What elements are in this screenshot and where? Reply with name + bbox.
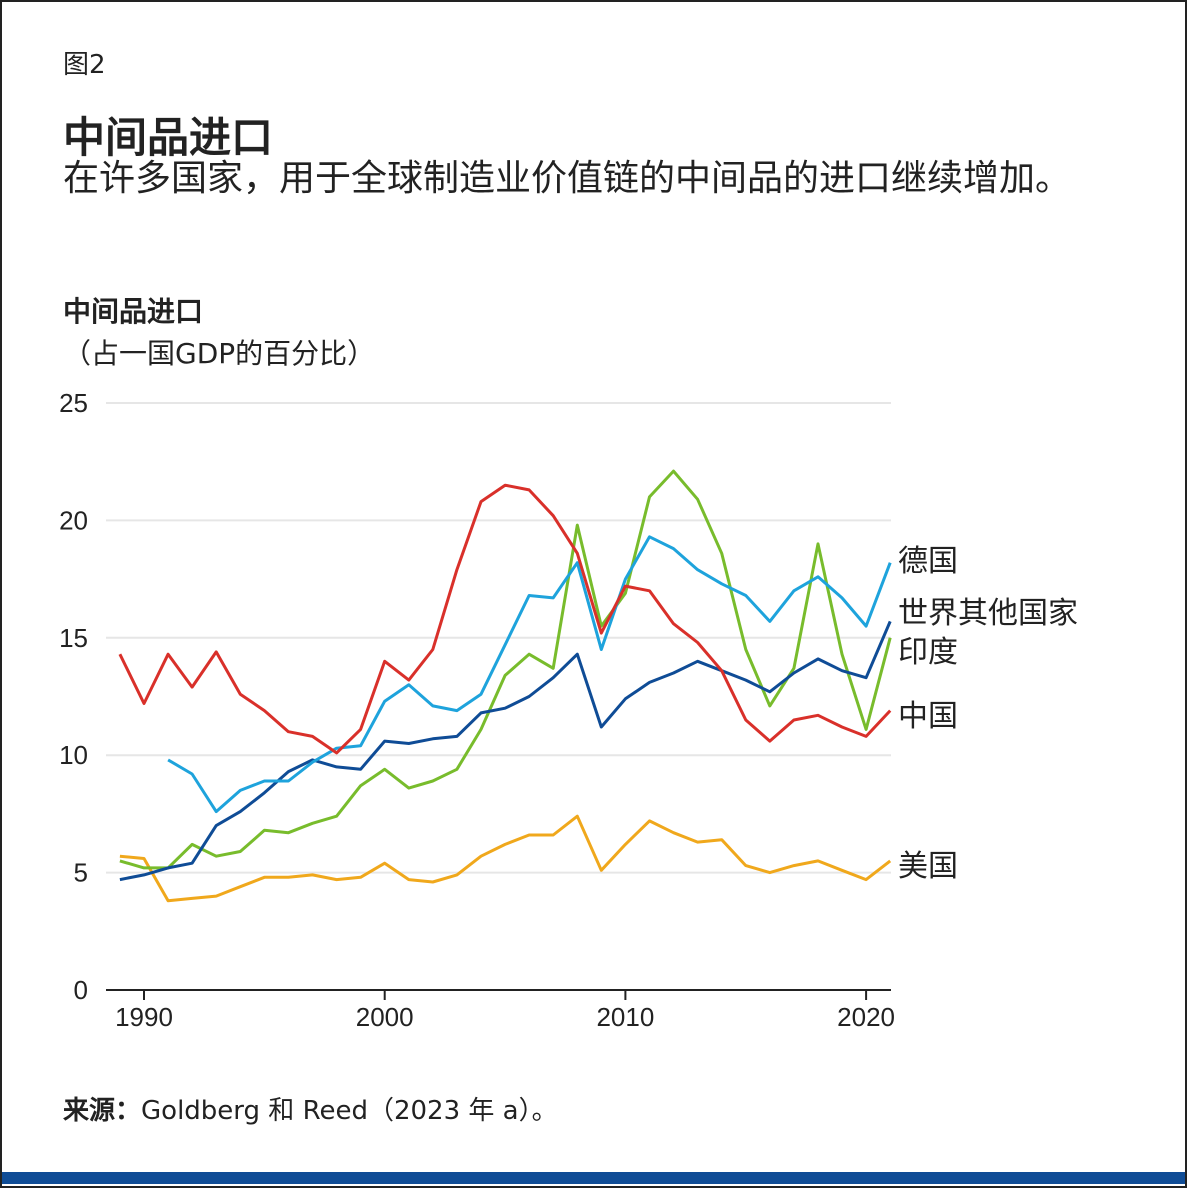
y-axis-title: 中间品进口 [63,295,204,328]
y-tick-label: 20 [59,505,88,535]
x-tick-label: 2020 [837,1002,895,1032]
x-tick-label: 2000 [356,1002,414,1032]
source-text: Goldberg 和 Reed（2023 年 a）。 [141,1096,558,1126]
series-label-china: 中国 [898,699,958,734]
series-line [119,620,892,882]
y-tick-label: 15 [59,623,88,653]
chart-subtitle: 在许多国家，用于全球制造业价值链的中间品的进口继续增加。 [63,158,1072,199]
x-tick-label: 1990 [115,1002,173,1032]
y-tick-label: 25 [59,388,88,418]
source-label: 来源： [63,1096,142,1126]
source-note: 来源：Goldberg 和 Reed（2023 年 a）。 [63,1090,558,1127]
figure-label: 图2 [63,50,106,80]
series-line [167,535,892,814]
series-line [119,469,892,870]
series-label-rest-of-world: 世界其他国家 [898,596,1078,631]
y-tick-label: 10 [59,740,88,770]
x-tick-label: 2010 [596,1002,654,1032]
series-line [119,814,892,903]
series-label-india: 印度 [898,635,958,670]
y-tick-label: 0 [74,975,88,1005]
series-label-usa: 美国 [898,849,958,884]
series-line [118,483,892,755]
bottom-accent-bar [2,1172,1185,1184]
series-label-germany: 德国 [898,544,958,579]
y-axis-unit: （占一国GDP的百分比） [63,337,376,370]
y-tick-label: 5 [74,858,88,888]
chart-title: 中间品进口 [63,113,274,162]
